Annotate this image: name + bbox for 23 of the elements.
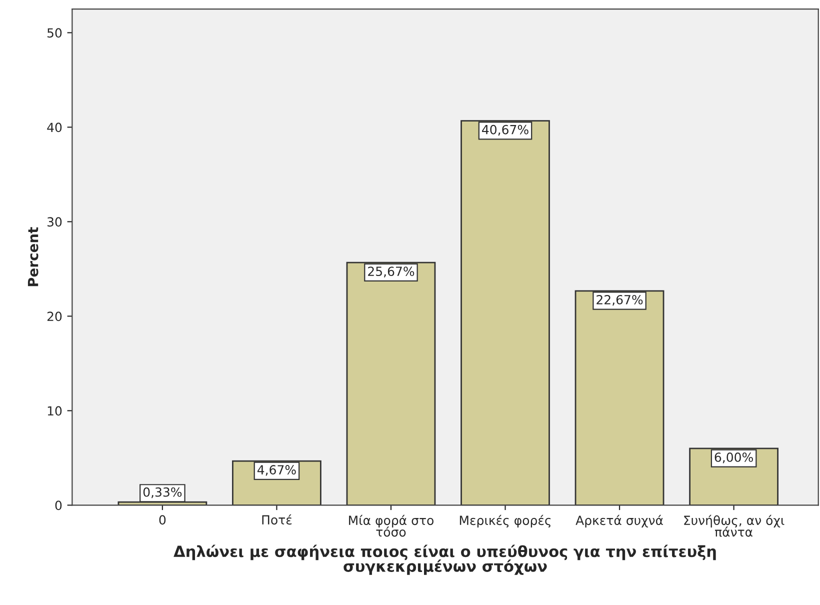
data-label: 6,00% xyxy=(714,452,753,464)
data-label: 22,67% xyxy=(596,294,643,306)
y-tick-label: 10 xyxy=(48,406,62,416)
data-label: 25,67% xyxy=(368,266,414,278)
x-tick-label: Ποτέ xyxy=(262,514,292,525)
y-tick-label: 0 xyxy=(55,500,62,510)
x-tick-label: Αρκετά συχνά xyxy=(576,514,663,528)
y-tick-label: 50 xyxy=(47,28,62,38)
y-axis-title: Percent xyxy=(28,227,38,286)
data-label: 4,67% xyxy=(257,465,296,476)
x-tick-label: Μία φορά στο τόσο xyxy=(349,514,434,537)
y-tick-label: 40 xyxy=(47,122,62,132)
x-axis-title: Δηλώνει με σαφήνεια ποιος είναι ο υπεύθυνος για την επίτευξη συγκεκριμένων στόχων xyxy=(174,544,716,575)
bar xyxy=(460,120,550,506)
y-tick-label: 30 xyxy=(47,217,62,227)
x-tick-label: Μερικές φορές xyxy=(460,514,551,528)
x-tick-label: Συνήθως, αν όχι πάντα xyxy=(684,514,784,537)
bar xyxy=(346,262,436,506)
data-label: 0,33% xyxy=(143,487,182,498)
data-label: 40,67% xyxy=(482,124,528,136)
bar xyxy=(574,290,664,506)
y-tick-label: 20 xyxy=(47,312,62,322)
x-tick-label: 0 xyxy=(159,515,166,525)
